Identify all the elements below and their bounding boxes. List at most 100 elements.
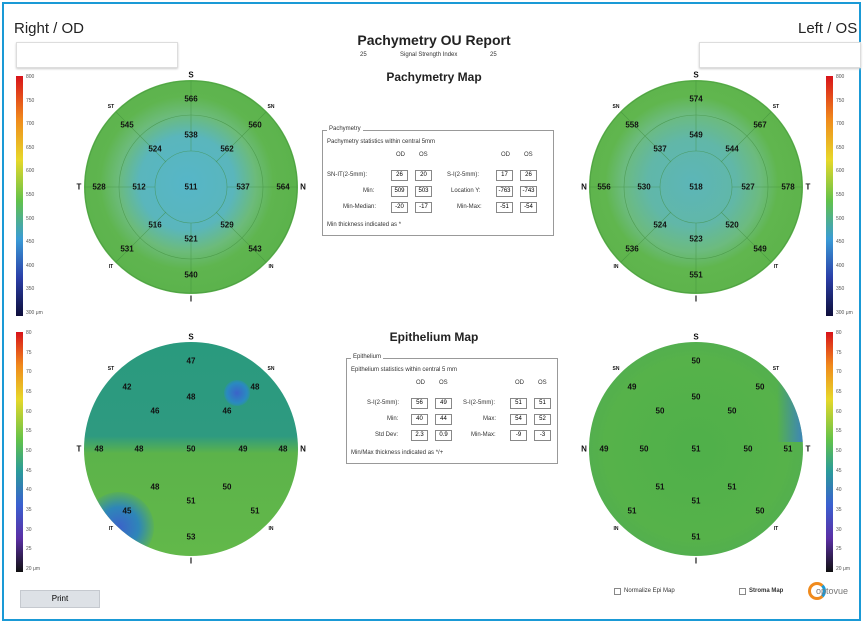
os-epithelium-quadrant-it: IT: [773, 526, 779, 532]
os-epithelium-quadrant-in: IN: [613, 526, 619, 532]
od-pachymetry-sector-value: 516: [148, 220, 162, 230]
od-epithelium-scale-tick: 45: [26, 467, 32, 474]
epi-r1b-os: 51: [534, 398, 551, 409]
os-epithelium-colorscale: [826, 332, 833, 572]
os-epithelium-scale-tick: 20 μm: [836, 566, 850, 572]
od-epithelium-sector-value: 51: [186, 496, 196, 506]
os-pachymetry-map[interactable]: [589, 80, 803, 294]
pach-footnote: Min thickness indicated as *: [327, 222, 402, 228]
od-epithelium-quadrant-st: ST: [107, 366, 115, 372]
pach-row3-label: Min-Median:: [343, 204, 377, 210]
pach-r2b-os: -743: [520, 186, 537, 197]
epi-od-col-b: OD: [515, 380, 524, 386]
od-epithelium-sector-value: 48: [134, 444, 144, 454]
os-epithelium-sector-value: 49: [627, 382, 637, 392]
od-pachymetry-sector-value: 564: [276, 182, 290, 192]
os-pachymetry-scale-tick: 300 μm: [836, 310, 853, 316]
print-button[interactable]: Print: [20, 590, 100, 608]
epi-r2b-os: 52: [534, 414, 551, 425]
od-epithelium-sector-value: 53: [186, 532, 196, 542]
od-epithelium-scale-tick: 20 μm: [26, 566, 40, 572]
pachymetry-stats-legend: Pachymetry: [327, 126, 363, 132]
od-pachymetry-scale-tick: 700: [26, 121, 35, 128]
epi-row1-label: S-I(2-5mm):: [367, 400, 399, 406]
os-pachymetry-orientation-I: I: [694, 294, 698, 304]
od-pachymetry-quadrant-st: ST: [107, 104, 115, 110]
ssi-label: Signal Strength Index: [400, 52, 458, 58]
os-pachymetry-sector-value: 518: [689, 182, 703, 192]
od-pachymetry-orientation-S: S: [188, 70, 194, 80]
os-epithelium-sector-value: 51: [783, 444, 793, 454]
pach-r2-os: 503: [415, 186, 432, 197]
os-pachymetry-scale-tick: 800: [836, 74, 845, 80]
od-pachymetry-colorscale: [16, 76, 23, 316]
od-epithelium-sector-value: 47: [186, 356, 196, 366]
od-epithelium-sector-value: 46: [222, 406, 232, 416]
os-pachymetry-sector-value: 530: [637, 182, 651, 192]
od-pachymetry-orientation-N: N: [300, 182, 306, 192]
pach-r3b-os: -54: [520, 202, 537, 213]
os-pachymetry-quadrant-st: ST: [772, 104, 780, 110]
od-pachymetry-scale-tick: 500: [26, 215, 35, 222]
pachymetry-stats-panel: Pachymetry Pachymetry statistics within …: [322, 126, 554, 236]
os-pachymetry-sector-value: 556: [597, 182, 611, 192]
os-pachymetry-sector-value: 527: [741, 182, 755, 192]
od-pachymetry-scale-tick: 800: [26, 74, 35, 80]
os-epithelium-sector-value: 50: [691, 392, 701, 402]
od-epithelium-orientation-S: S: [188, 332, 194, 342]
os-epithelium-sector-value: 51: [727, 482, 737, 492]
os-epithelium-sector-value: 51: [655, 482, 665, 492]
od-pachymetry-sector-value: 545: [120, 120, 134, 130]
od-epithelium-sector-value: 48: [94, 444, 104, 454]
od-epithelium-sector-value: 46: [150, 406, 160, 416]
pach-r2b-od: -763: [496, 186, 513, 197]
os-epithelium-sector-value: 50: [755, 382, 765, 392]
od-epithelium-quadrant-it: IT: [108, 526, 114, 532]
od-pachymetry-sector-value: 528: [92, 182, 106, 192]
pach-r3-os: -17: [415, 202, 432, 213]
os-epithelium-map[interactable]: [589, 342, 803, 556]
os-epithelium-scale-tick: 70: [836, 369, 842, 376]
normalize-epi-label: Normalize Epi Map: [624, 588, 675, 594]
od-epithelium-sector-value: 48: [186, 392, 196, 402]
ssi-od-value: 25: [360, 52, 367, 58]
od-pachymetry-scale-tick: 450: [26, 239, 35, 246]
pach-r1b-os: 26: [520, 170, 537, 181]
os-pachymetry-sector-value: 520: [725, 220, 739, 230]
od-epithelium-sector-value: 48: [250, 382, 260, 392]
od-epithelium-scale-tick: 25: [26, 546, 32, 553]
od-epithelium-scale-tick: 40: [26, 487, 32, 494]
od-pachymetry-sector-value: 537: [236, 182, 250, 192]
od-pachymetry-map[interactable]: [84, 80, 298, 294]
os-pachymetry-sector-value: 523: [689, 234, 703, 244]
os-pachymetry-scale-tick: 700: [836, 121, 845, 128]
os-pachymetry-orientation-N: N: [581, 182, 587, 192]
pach-os-col-b: OS: [524, 152, 533, 158]
pach-od-col-b: OD: [501, 152, 510, 158]
od-epithelium-sector-value: 50: [222, 482, 232, 492]
os-pachymetry-quadrant-sn: SN: [612, 104, 620, 110]
normalize-epi-checkbox[interactable]: [614, 588, 621, 595]
epi-r2-os: 44: [435, 414, 452, 425]
os-epithelium-scale-tick: 35: [836, 507, 842, 513]
epi-r1-os: 49: [435, 398, 452, 409]
stroma-map-checkbox[interactable]: [739, 588, 746, 595]
od-epithelium-orientation-N: N: [300, 444, 306, 454]
os-pachymetry-colorscale: [826, 76, 833, 316]
os-pachymetry-sector-value: 549: [753, 244, 767, 254]
od-epithelium-map[interactable]: [84, 342, 298, 556]
epi-r3b-od: -9: [510, 430, 527, 441]
os-epithelium-sector-value: 51: [691, 532, 701, 542]
od-pachymetry-sector-value: 531: [120, 244, 134, 254]
os-pachymetry-scale-tick: 600: [836, 168, 845, 175]
od-epithelium-colorscale: [16, 332, 23, 572]
os-epithelium-sector-value: 50: [639, 444, 649, 454]
od-pachymetry-sector-grid: [84, 80, 298, 294]
od-epithelium-sector-value: 51: [250, 506, 260, 516]
od-epithelium-scale-tick: 30: [26, 526, 32, 533]
od-pachymetry-quadrant-in: IN: [268, 264, 274, 270]
os-epithelium-orientation-T: T: [805, 444, 811, 454]
epi-os-col: OS: [439, 380, 448, 386]
os-patient-field: [699, 42, 861, 68]
od-pachymetry-sector-value: 529: [220, 220, 234, 230]
